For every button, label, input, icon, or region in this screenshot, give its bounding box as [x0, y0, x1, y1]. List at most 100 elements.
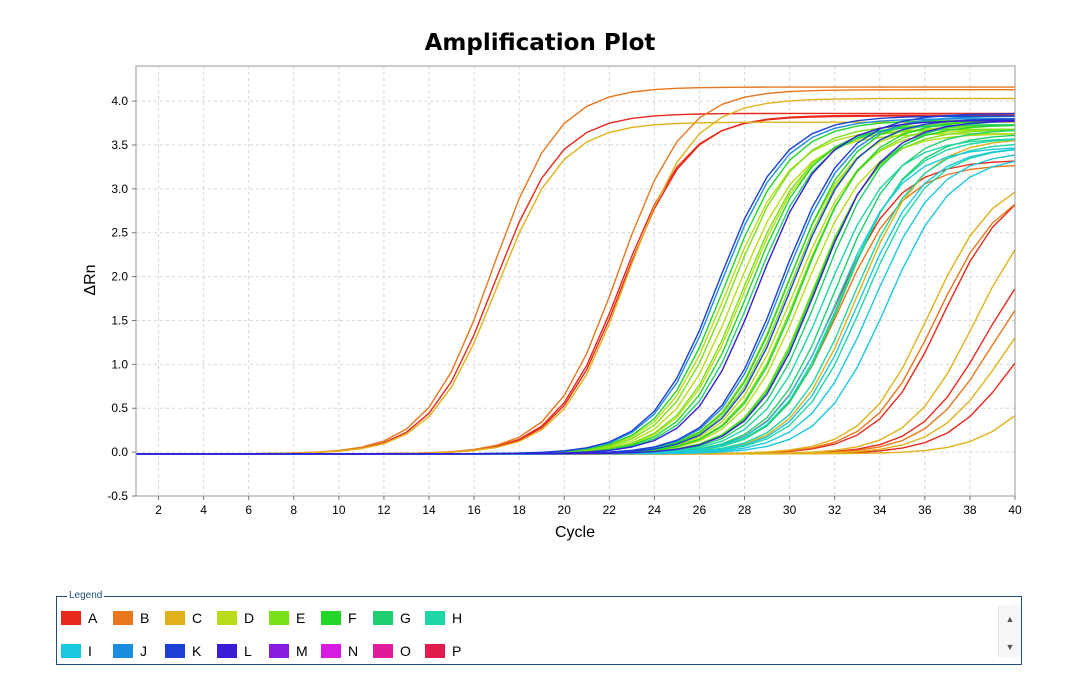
legend-swatch — [113, 644, 133, 658]
legend-swatch — [113, 611, 133, 625]
x-tick-label: 38 — [963, 503, 977, 517]
legend-swatch — [165, 611, 185, 625]
legend-item-n[interactable]: N — [321, 641, 373, 661]
curve-series-l — [136, 119, 1016, 455]
curve-series-g — [136, 124, 1016, 455]
legend-item-k[interactable]: K — [165, 641, 217, 661]
curve-series-a — [136, 114, 1015, 455]
legend-item-d[interactable]: D — [217, 608, 269, 628]
curve-series-g — [136, 134, 1016, 455]
x-axis-label: Cycle — [555, 524, 595, 541]
curve-series-i — [136, 160, 1016, 455]
x-tick-label: 14 — [422, 503, 436, 517]
legend-item-h[interactable]: H — [425, 608, 477, 628]
legend-title: Legend — [67, 589, 105, 603]
legend-item-j[interactable]: J — [113, 641, 165, 661]
x-tick-label: 12 — [377, 503, 391, 517]
y-tick-label: 0.0 — [111, 445, 128, 459]
legend-label: G — [400, 610, 411, 626]
legend-swatch — [425, 611, 445, 625]
triangle-up-icon[interactable]: ▲ — [1005, 614, 1015, 624]
curve-series-f — [136, 119, 1015, 455]
amplification-plot[interactable]: 2 4 6 8 10 12 14 16 18 20 22 24 26 28 30 32 34 36 38 40 -0.… — [0, 0, 1080, 590]
curve-series-f — [136, 115, 1016, 455]
x-tick-label: 20 — [558, 503, 572, 517]
legend-panel: Legend A B C D E F G H I J K L M N O P ▲ ▼ — [56, 589, 1022, 665]
legend-item-f[interactable]: F — [321, 608, 373, 628]
y-tick-label: 1.5 — [111, 313, 128, 327]
legend-item-c[interactable]: C — [165, 608, 217, 628]
legend-swatch — [425, 644, 445, 658]
x-tick-label: 4 — [200, 503, 207, 517]
legend-item-b[interactable]: B — [113, 608, 165, 628]
legend-label: L — [244, 643, 252, 659]
curve-series-b — [136, 310, 1016, 455]
legend-swatch — [217, 644, 237, 658]
legend-label: P — [452, 643, 462, 659]
legend-item-a[interactable]: A — [61, 608, 113, 628]
curve-series-c — [136, 337, 1016, 455]
legend-label: N — [348, 643, 359, 659]
curve-series-a — [136, 160, 1016, 455]
x-tick-label: 26 — [693, 503, 707, 517]
triangle-down-icon[interactable]: ▼ — [1005, 642, 1015, 652]
legend-swatch — [269, 644, 289, 658]
curve-series-e — [136, 128, 1015, 455]
curve-series-h — [136, 138, 1016, 455]
chart-title: Amplification Plot — [424, 30, 656, 56]
x-tick-label: 18 — [512, 503, 526, 517]
x-tick-label: 22 — [603, 503, 617, 517]
x-axis-ticks: 2 4 6 8 10 12 14 16 18 20 22 24 26 28 30 32 34 36 38 40 — [155, 496, 1022, 517]
legend-item-e[interactable]: E — [269, 608, 321, 628]
curve-series-d — [136, 124, 1016, 455]
legend-label: I — [88, 643, 92, 659]
curve-series-k — [136, 118, 1016, 455]
legend-swatch — [373, 644, 393, 658]
legend-item-o[interactable]: O — [373, 641, 425, 661]
curve-series-j — [136, 115, 1016, 455]
legend-swatch — [321, 644, 341, 658]
y-tick-label: 1.0 — [111, 357, 128, 371]
curve-series-a — [136, 115, 1015, 455]
legend-swatch — [61, 611, 81, 625]
x-tick-label: 40 — [1008, 503, 1022, 517]
legend-label: E — [296, 610, 306, 626]
y-tick-label: 3.0 — [111, 182, 128, 196]
y-tick-label: -0.5 — [107, 489, 128, 503]
y-tick-label: 4.0 — [111, 94, 128, 108]
x-tick-label: 30 — [783, 503, 797, 517]
curve-series-c — [136, 139, 1016, 455]
legend-label: C — [192, 610, 203, 626]
legend-item-i[interactable]: I — [61, 641, 113, 661]
legend-item-p[interactable]: P — [425, 641, 477, 661]
legend-scrollbar[interactable]: ▲ ▼ — [998, 605, 1021, 657]
curve-series-f — [136, 124, 1016, 455]
legend-label: J — [140, 643, 147, 659]
legend-swatch — [61, 644, 81, 658]
curve-series-g — [136, 129, 1016, 455]
legend-item-g[interactable]: G — [373, 608, 425, 628]
legend-swatch — [165, 644, 185, 658]
curve-series-c — [136, 121, 1015, 455]
curve-series-d — [136, 128, 1016, 455]
curve-series-d — [136, 132, 1016, 455]
x-tick-label: 2 — [155, 503, 162, 517]
curve-series-e — [136, 120, 1016, 455]
curve-series-h — [136, 138, 1016, 455]
y-tick-label: 2.0 — [111, 270, 128, 284]
curve-series-k — [136, 115, 1015, 455]
legend-swatch — [269, 611, 289, 625]
legend-item-l[interactable]: L — [217, 641, 269, 661]
amplification-curves — [136, 86, 1016, 455]
curve-series-e — [136, 124, 1015, 455]
x-tick-label: 8 — [290, 503, 297, 517]
x-tick-label: 32 — [828, 503, 842, 517]
y-tick-label: 2.5 — [111, 226, 128, 240]
legend-item-m[interactable]: M — [269, 641, 321, 661]
legend-label: F — [348, 610, 357, 626]
y-axis-label: ΔRn — [82, 264, 99, 295]
legend-swatch — [217, 611, 237, 625]
curve-series-d — [136, 133, 1016, 455]
x-tick-label: 16 — [467, 503, 481, 517]
curve-series-j — [136, 118, 1015, 455]
